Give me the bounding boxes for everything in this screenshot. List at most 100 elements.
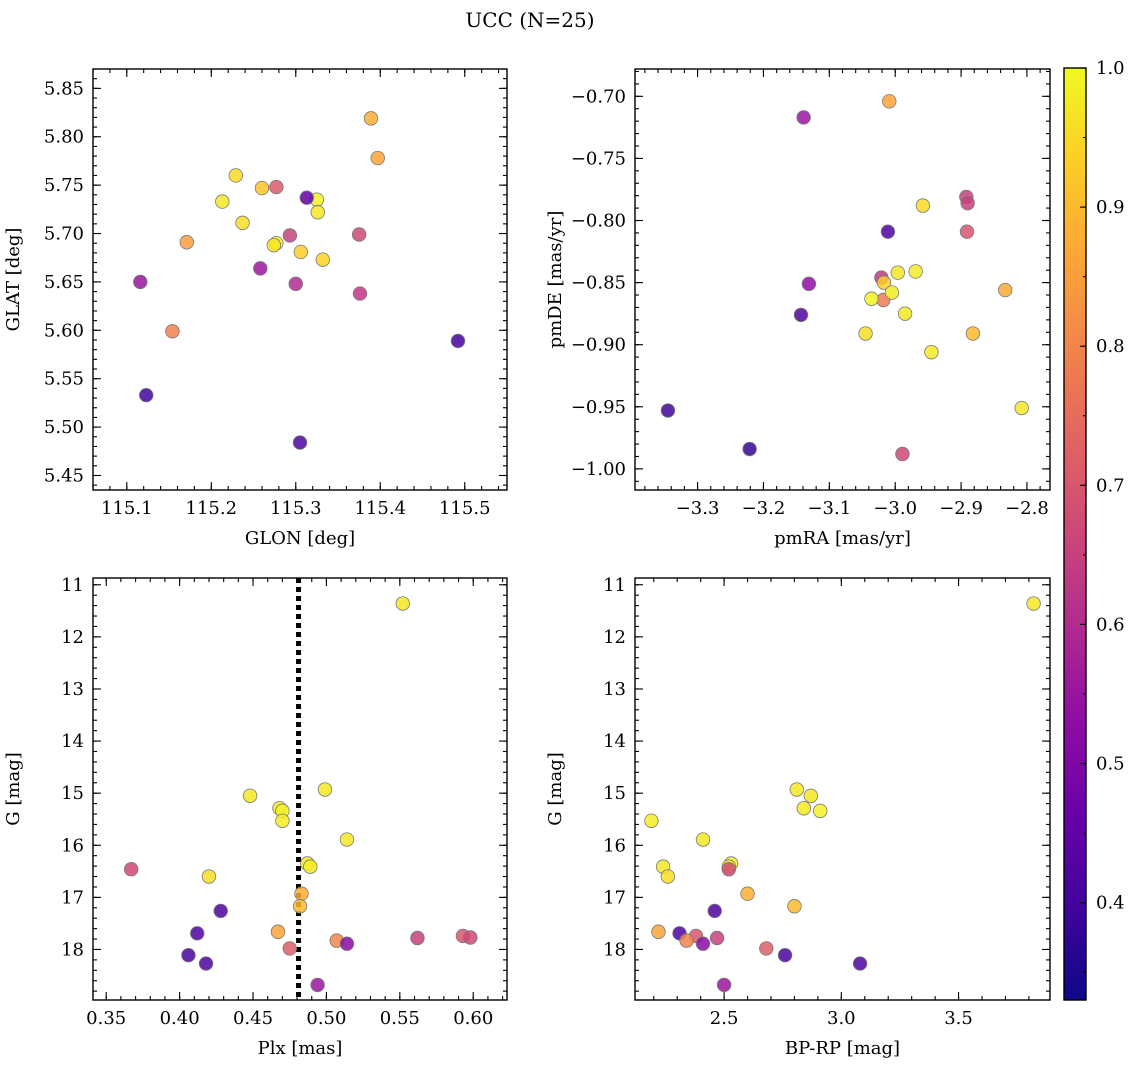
x-tick-label: 0.35 (86, 1008, 126, 1029)
scatter-point (292, 899, 308, 914)
scatter-point (463, 930, 478, 945)
colorbar-tick-label: 0.4 (1096, 893, 1125, 914)
colorbar-tick-label: 0.6 (1096, 614, 1125, 635)
y-tick-label: −0.90 (571, 335, 626, 356)
y-tick-label: 5.65 (44, 272, 84, 293)
colorbar-tick-label: 0.7 (1096, 475, 1125, 496)
scatter-point (801, 276, 817, 292)
y-tick-label: −1.00 (571, 459, 626, 480)
scatter-point (242, 788, 258, 803)
x-tick-label: −3.1 (807, 498, 851, 519)
scatter-point (1014, 400, 1029, 416)
scatter-point (707, 903, 722, 919)
colorbar-tick-label: 0.8 (1096, 336, 1125, 357)
scatter-point (133, 274, 148, 290)
scatter-point (275, 813, 290, 828)
scatter-point (789, 782, 804, 797)
scatter-point (880, 224, 896, 239)
scatter-point (315, 252, 331, 267)
scatter-point (740, 886, 755, 901)
x-tick-label: 115.5 (439, 498, 491, 519)
scatter-point (803, 788, 819, 803)
colorbar-tick-label: 0.9 (1096, 197, 1125, 218)
colorbar-tick-label: 0.5 (1096, 754, 1125, 775)
scatter-point (796, 110, 811, 125)
scatter-point (897, 306, 913, 321)
y-tick-label: 5.45 (44, 465, 84, 486)
scatter-point (852, 956, 868, 971)
scatter-point (395, 596, 410, 611)
scatter-point (198, 956, 214, 971)
x-axis-label: pmRA [mas/yr] (774, 528, 911, 549)
scatter-point (793, 307, 809, 323)
figure-title: UCC (N=25) (465, 8, 594, 32)
y-tick-label: 5.75 (44, 175, 84, 196)
y-tick-label: −0.85 (571, 273, 626, 294)
y-tick-label: 5.70 (44, 224, 84, 245)
scatter-point (787, 899, 802, 914)
scatter-point (179, 235, 194, 250)
scatter-point (895, 446, 910, 462)
y-axis-label: G [mag] (3, 752, 24, 825)
y-tick-label: 16 (61, 835, 84, 856)
scatter-point (352, 286, 368, 301)
x-tick-label: 0.40 (160, 1008, 200, 1029)
scatter-point (282, 941, 297, 956)
scatter-point (679, 933, 694, 948)
y-tick-label: −0.70 (571, 86, 626, 107)
scatter-point (924, 344, 939, 360)
scatter-point (269, 179, 284, 195)
y-tick-label: 12 (603, 627, 626, 648)
scatter-point (370, 150, 385, 166)
glon-glat-panel: 115.1 115.2 115.3 115.4 115.5 5.45 5.50 5.55 5.6… (3, 68, 508, 549)
scatter-point (742, 441, 757, 457)
scatter-point (165, 324, 180, 339)
x-tick-label: 0.60 (453, 1008, 493, 1029)
pm-panel: −3.3 −3.2 −3.1 −3.0 −2.9 −2.8 −1.00 −0.95 −0.90 −… (545, 68, 1051, 549)
x-tick-label: 0.45 (233, 1008, 273, 1029)
scatter-point (960, 195, 975, 211)
x-tick-label: −3.2 (742, 498, 786, 519)
scatter-point (253, 261, 268, 276)
scatter-point (294, 886, 309, 901)
scatter-point (864, 291, 879, 306)
scatter-point (303, 859, 318, 874)
y-tick-label: 14 (61, 731, 84, 752)
scatter-point (235, 215, 250, 231)
colorbar-frame (1063, 67, 1087, 1001)
scatter-point (721, 862, 736, 877)
x-tick-label: −3.0 (873, 498, 917, 519)
plx-g-panel: 0.35 0.40 0.45 0.50 0.55 0.60 11 12 13 14 15 16 17 18… (3, 575, 508, 1059)
y-tick-label: 18 (603, 939, 626, 960)
y-tick-label: 15 (61, 783, 84, 804)
scatter-point (363, 111, 379, 126)
y-tick-label: 5.60 (44, 320, 84, 341)
scatter-point (908, 264, 923, 279)
y-tick-label: 11 (603, 575, 626, 596)
scatter-point (310, 205, 325, 220)
scatter-point (293, 244, 309, 260)
scatter-point (410, 930, 425, 946)
x-tick-label: 2.5 (710, 1008, 739, 1029)
scatter-point (660, 403, 676, 418)
scatter-point (351, 227, 367, 242)
x-tick-label: 0.50 (306, 1008, 346, 1029)
axes-frame (92, 68, 508, 491)
scatter-point (777, 947, 793, 963)
y-tick-label: 18 (61, 939, 84, 960)
scatter-point (884, 285, 900, 300)
scatter-point (317, 782, 333, 797)
scatter-point (716, 977, 732, 993)
scatter-point (450, 333, 466, 349)
scatter-point (660, 869, 676, 884)
scatter-point (270, 924, 286, 939)
scatter-points (123, 578, 478, 1000)
y-tick-label: 13 (603, 679, 626, 700)
y-tick-label: 13 (61, 679, 84, 700)
y-tick-label: 14 (603, 731, 626, 752)
x-tick-label: 115.1 (101, 498, 153, 519)
cmd-panel: 2.5 3.0 3.5 11 12 13 14 15 16 17 18 BP-RP [mag] G [m… (545, 575, 1051, 1059)
scatter-point (282, 228, 298, 243)
y-axis-label: pmDE [mas/yr] (545, 211, 566, 349)
scatter-point (123, 862, 139, 877)
